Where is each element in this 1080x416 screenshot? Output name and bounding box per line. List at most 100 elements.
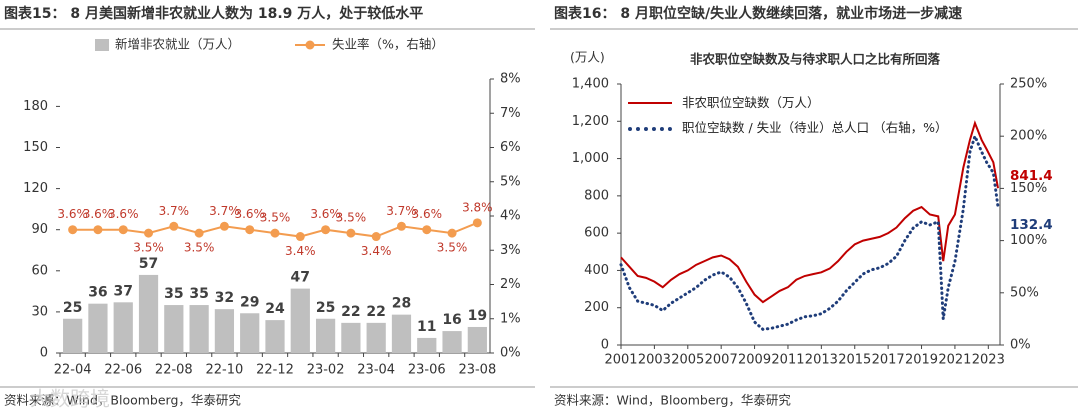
legend-label: 非农职位空缺数（万人）	[682, 95, 820, 110]
line-label: 3.5%	[260, 211, 291, 225]
line-label: 3.7%	[386, 204, 417, 218]
y-tick-label: 200	[584, 300, 609, 315]
line-label: 3.7%	[159, 204, 190, 218]
line-marker	[447, 228, 457, 238]
end-label: 132.4	[1010, 217, 1053, 233]
bar-label: 25	[316, 300, 335, 316]
bar	[113, 302, 133, 353]
source: 资料来源：Wind，Bloomberg，华泰研究	[554, 393, 791, 408]
line-marker	[144, 228, 154, 238]
y-axis-label: (万人)	[570, 50, 605, 65]
line-marker	[270, 228, 280, 238]
bar-label: 37	[113, 283, 132, 299]
bar	[467, 326, 487, 353]
bar	[265, 320, 285, 353]
x-tick-label: 2023	[972, 353, 1005, 368]
y-tick-label: 1,200	[572, 114, 609, 129]
legend-label: 职位空缺数 / 失业（待业）总人口 （右轴，%）	[682, 120, 948, 135]
bar	[240, 313, 260, 353]
line-marker	[68, 225, 78, 235]
y2-tick-label: 4%	[500, 209, 521, 224]
bar	[88, 303, 108, 353]
y-tick-label: 180	[23, 99, 48, 114]
line-label: 3.7%	[209, 204, 240, 218]
x-tick-label: 2009	[738, 353, 771, 368]
y-tick-label: 120	[23, 181, 48, 196]
line	[619, 131, 1000, 331]
subtitle: 非农职位空缺数及与待求职人口之比有所回落	[690, 52, 941, 67]
x-tick-label: 22-12	[256, 363, 294, 378]
x-tick-label: 22-08	[155, 363, 193, 378]
y2-tick-label: 2%	[500, 277, 521, 292]
bar-label: 29	[240, 294, 259, 310]
line-label: 3.8%	[462, 200, 493, 214]
bar	[290, 288, 310, 353]
line-marker	[371, 232, 381, 242]
y2-tick-label: 8%	[500, 72, 521, 87]
legend: 非农职位空缺数（万人） 职位空缺数 / 失业（待业）总人口 （右轴，%）	[628, 93, 958, 143]
bar-label: 32	[215, 290, 234, 306]
bar-label: 22	[341, 304, 360, 320]
x-tick-label: 2007	[705, 353, 738, 368]
line-marker	[422, 225, 432, 235]
legend-label: 新增非农就业（万人）	[115, 37, 240, 52]
y2-tick-label: 250%	[1010, 77, 1047, 92]
y-tick-label: 1,000	[572, 151, 609, 166]
bar-label: 35	[164, 286, 183, 302]
line-label: 3.5%	[133, 241, 164, 255]
y2-tick-label: 50%	[1010, 285, 1039, 300]
line-marker	[396, 221, 406, 231]
y-tick-label: 1,400	[572, 77, 609, 92]
line-label: 3.6%	[108, 207, 139, 221]
bar	[164, 305, 184, 353]
line-label: 3.6%	[310, 207, 341, 221]
bar	[391, 314, 412, 353]
x-tick-label: 23-02	[307, 363, 345, 378]
line-label: 3.4%	[285, 244, 316, 258]
bar-label: 24	[265, 301, 285, 317]
bar	[63, 318, 83, 353]
line-marker	[321, 225, 331, 235]
line-label: 3.5%	[336, 211, 367, 225]
y-tick-label: 0	[601, 338, 609, 353]
x-tick-label: 23-06	[408, 363, 446, 378]
y2-tick-label: 150%	[1010, 181, 1047, 196]
line-marker	[219, 221, 229, 231]
x-tick-label: 22-10	[206, 363, 244, 378]
x-tick-label: 2003	[638, 353, 671, 368]
y-tick-label: 0	[40, 346, 48, 361]
bar-label: 19	[468, 308, 487, 324]
y2-tick-label: 3%	[500, 243, 521, 258]
bar-label: 25	[63, 300, 82, 316]
bar-label: 57	[139, 256, 158, 272]
x-tick-label: 2017	[872, 353, 905, 368]
legend-swatch	[628, 127, 672, 131]
line-label: 3.4%	[361, 244, 392, 258]
y2-tick-label: 6%	[500, 140, 521, 155]
source: 资料来源：Wind，Bloomberg，华泰研究	[4, 393, 241, 408]
bar-label: 47	[291, 270, 310, 286]
y-tick-label: 600	[584, 226, 609, 241]
bar	[442, 331, 462, 353]
legend-swatch	[628, 102, 672, 104]
bar	[366, 322, 386, 353]
bar-label: 16	[442, 312, 461, 328]
line	[620, 120, 999, 304]
bar	[138, 274, 159, 353]
y-tick-label: 800	[584, 188, 609, 203]
bar-label: 11	[417, 319, 436, 335]
chart-title: 图表16： 8 月职位空缺/失业人数继续回落，就业市场进一步减速	[554, 5, 962, 22]
x-tick-label: 2019	[905, 353, 938, 368]
x-tick-label: 2001	[604, 353, 637, 368]
y-tick-label: 150	[23, 140, 48, 155]
line-label: 3.6%	[412, 207, 443, 221]
line-marker	[245, 225, 255, 235]
x-tick-label: 2015	[838, 353, 871, 368]
x-tick-label: 22-06	[104, 363, 142, 378]
x-tick-label: 23-08	[458, 363, 496, 378]
bar	[315, 318, 336, 353]
line-marker	[346, 228, 356, 238]
bar-label: 22	[366, 304, 385, 320]
